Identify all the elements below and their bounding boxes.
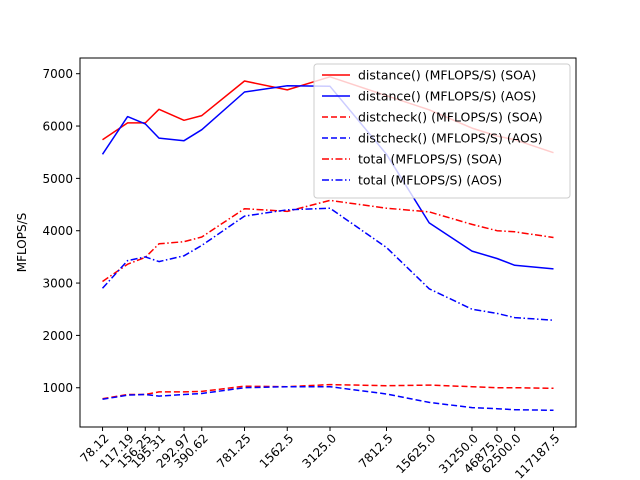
y-tick-label: 6000	[42, 120, 73, 134]
y-tick-label: 1000	[42, 381, 73, 395]
legend-label: distance() (MFLOPS/S) (AOS)	[358, 89, 536, 104]
legend-label: total (MFLOPS/S) (SOA)	[358, 152, 502, 167]
legend-label: distcheck() (MFLOPS/S) (AOS)	[358, 131, 543, 146]
x-tick-label: 3125.0	[300, 431, 340, 471]
y-tick-label: 3000	[42, 277, 73, 291]
x-tick-label: 15625.0	[393, 431, 438, 476]
series-line-1	[101, 84, 554, 270]
y-axis-title: MFLOPS/S	[15, 213, 29, 272]
y-tick-label: 5000	[42, 172, 73, 186]
x-tick-label: 7812.5	[356, 431, 396, 471]
legend-label: distance() (MFLOPS/S) (SOA)	[358, 68, 536, 83]
y-axis: 1000 2000 3000 4000 5000 6000 7000	[42, 67, 80, 395]
axes-frame	[79, 57, 577, 428]
legend-label: distcheck() (MFLOPS/S) (SOA)	[358, 110, 543, 125]
series-line-4	[102, 199, 554, 283]
x-tick-label: 781.25	[214, 431, 254, 471]
legend: distance() (MFLOPS/S) (SOA) distance() (M…	[313, 63, 571, 199]
legend-label: total (MFLOPS/S) (AOS)	[358, 173, 502, 188]
x-tick-label: 1562.5	[257, 431, 297, 471]
y-tick-label: 7000	[42, 67, 73, 81]
y-tick-label: 4000	[42, 224, 73, 238]
series-line-3	[102, 385, 554, 412]
series-line-5	[101, 207, 554, 321]
legend-frame	[313, 63, 571, 199]
y-tick-label: 2000	[42, 329, 73, 343]
